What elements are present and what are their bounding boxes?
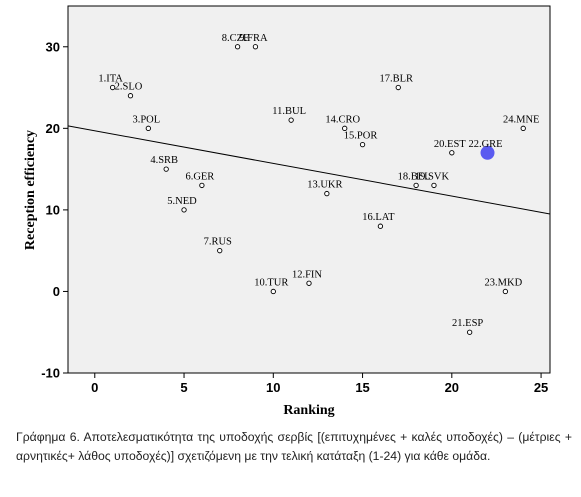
figure-caption: Γράφημα 6. Αποτελεσματικότητα της υποδοχ…: [16, 430, 572, 463]
y-tick-label: -10: [41, 366, 60, 381]
x-tick-label: 5: [180, 380, 187, 395]
data-point: [270, 288, 276, 295]
x-tick-label: 15: [355, 380, 369, 395]
data-point: [431, 182, 437, 189]
data-point: [449, 150, 455, 156]
data-point-label: 19.SVK: [415, 171, 450, 182]
data-point-label: 12.FIN: [292, 269, 322, 280]
data-point: [145, 125, 151, 131]
data-point: [395, 84, 401, 91]
data-point: [127, 93, 134, 99]
y-axis-ticks: -10 0 10 20 30: [41, 39, 68, 381]
data-point-label: 15.POR: [344, 131, 378, 142]
data-point: [342, 125, 348, 131]
data-point-label: 24.MNE: [503, 114, 539, 125]
trend-line: [67, 125, 551, 215]
x-tick-label: 0: [91, 380, 98, 395]
data-point: [288, 117, 294, 123]
data-point-label: 17.BLR: [379, 74, 413, 85]
plot-area: [67, 5, 551, 374]
data-point-label: 14.CRO: [325, 114, 360, 125]
data-point: [217, 248, 223, 254]
data-point-label: 6.GER: [185, 171, 214, 182]
data-point-label: 16.LAT: [362, 212, 395, 223]
y-tick-label: 0: [53, 284, 60, 299]
x-tick-label: 25: [534, 380, 548, 395]
data-point: [234, 44, 241, 50]
data-point-label: 13.UKR: [307, 180, 342, 191]
data-point: [109, 84, 116, 91]
data-point-label: 2.SLO: [115, 82, 143, 93]
data-point-label: 10.TUR: [254, 277, 288, 288]
data-point: [306, 280, 312, 286]
data-point-highlighted: [480, 145, 495, 160]
data-point: [413, 182, 419, 189]
data-point-label: 4.SRB: [150, 155, 178, 166]
data-point-label: 7.RUS: [204, 237, 232, 248]
data-point-label: 5.NED: [167, 196, 197, 207]
y-axis-title: Reception efficiency: [23, 130, 38, 250]
data-point: [163, 166, 169, 172]
data-point: [252, 44, 259, 50]
data-point: [359, 141, 366, 148]
data-point-label: 21.ESP: [452, 318, 483, 329]
data-point-label: 8.CZE: [222, 33, 250, 44]
data-point-label: 18.BEL: [398, 171, 431, 182]
data-point: [467, 329, 473, 335]
data-point: [520, 125, 526, 131]
data-point-label: 23.MKD: [485, 277, 523, 288]
data-point-label: 11.BUL: [272, 106, 306, 117]
data-point-label: 3.POL: [132, 114, 160, 125]
x-axis-ticks: 0 5 10 15 20 25: [91, 373, 548, 395]
y-tick-label: 10: [46, 202, 60, 217]
x-tick-label: 10: [266, 380, 280, 395]
data-point: [324, 190, 330, 197]
data-point: [377, 223, 384, 229]
data-point-label: 9.FRA: [239, 33, 268, 44]
data-point-label: 22.GRE: [468, 139, 502, 150]
x-tick-label: 20: [445, 380, 459, 395]
x-axis-title: Ranking: [283, 403, 334, 418]
data-point-label: 20.EST: [434, 139, 466, 150]
data-point-label: 1.ITA: [98, 74, 123, 85]
data-point: [502, 288, 509, 295]
data-point: [199, 182, 205, 189]
y-tick-label: 20: [46, 121, 60, 136]
data-point: [181, 207, 187, 213]
y-tick-label: 30: [46, 39, 60, 54]
